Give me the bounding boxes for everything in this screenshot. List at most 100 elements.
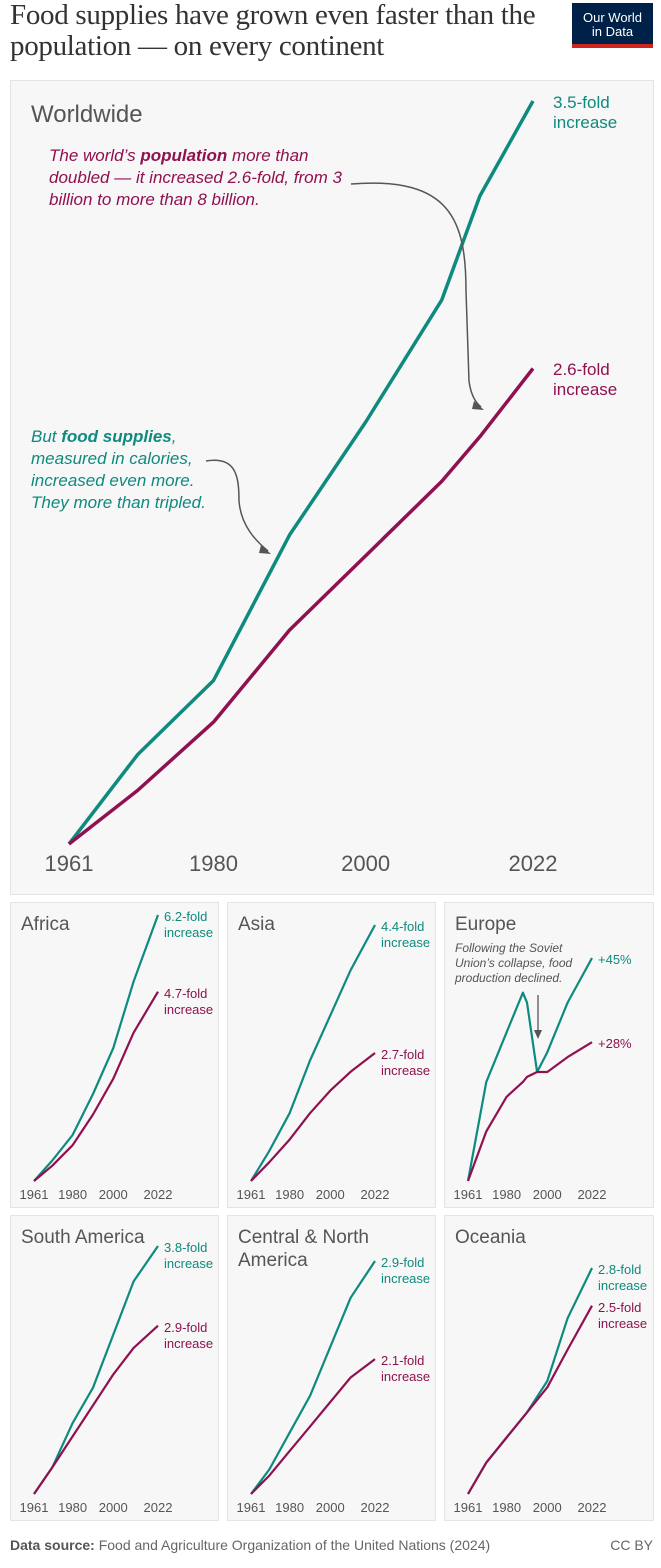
plot-area [33, 914, 160, 1182]
x-tick-label: 2022 [143, 1500, 173, 1515]
population-line [67, 367, 535, 846]
population-annotation-post: more than doubled — it increased 2.6-fol… [49, 146, 342, 209]
food-end-label: 2.8-fold increase [598, 1262, 648, 1293]
population-end-label: 2.1-fold increase [381, 1353, 431, 1385]
food-arrow-head [259, 545, 271, 554]
data-source: Data source: Food and Agriculture Organi… [10, 1537, 490, 1553]
x-tick-label: 2022 [360, 1500, 390, 1515]
x-tick-label: 1961 [453, 1187, 483, 1202]
x-tick-label: 1961 [453, 1500, 483, 1515]
population-end-label: 2.9-fold increase [164, 1319, 214, 1351]
food-annotation-bold: food supplies [61, 427, 172, 446]
x-tick-label: 2000 [98, 1187, 128, 1202]
x-tick-label: 2022 [508, 851, 558, 876]
x-tick-label: 2022 [360, 1187, 390, 1202]
plot-area [67, 100, 535, 846]
soviet-annotation: Following the Soviet Union’s collapse, f… [455, 941, 573, 985]
food-line [466, 957, 593, 1182]
food-end-label: 6.2-fold increase [164, 909, 214, 940]
panel-south-america: 3.8-fold increase 2.9-fold increase South … [10, 1215, 219, 1521]
food-line [33, 1245, 159, 1495]
population-end-label: 2.6-fold increase [553, 360, 618, 400]
owid-logo[interactable]: Our World in Data [572, 3, 653, 48]
logo-line1: Our World [583, 10, 642, 25]
x-tick-label: 2022 [577, 1500, 607, 1515]
food-line [67, 100, 535, 846]
food-end-label: 2.9-fold increase [381, 1255, 431, 1286]
chart-title: Food supplies have grown even faster tha… [10, 0, 536, 62]
population-end-label: 2.7-fold increase [381, 1047, 431, 1078]
population-arrow [350, 182, 482, 408]
x-tick-label: 1961 [236, 1500, 266, 1515]
population-line [466, 1041, 593, 1182]
x-tick-label: 1980 [189, 851, 238, 876]
population-end-label: 2.5-fold increase [598, 1299, 648, 1331]
x-tick-label: 1980 [275, 1187, 305, 1202]
logo-line2: in Data [591, 24, 634, 39]
panel-title: Worldwide [31, 101, 143, 128]
panel-oceania: 2.8-fold increase 2.5-fold increase Oceani… [444, 1215, 654, 1521]
food-end-label: 3.8-fold increase [164, 1240, 214, 1271]
food-end-label: +45% [598, 952, 632, 967]
population-annotation: The world’s population more than doubled… [49, 145, 349, 211]
population-end-label: +28% [598, 1036, 632, 1052]
panel-title: Africa [21, 914, 70, 935]
population-annotation-pre: The world’s [49, 146, 141, 165]
panel-title: Europe [455, 914, 517, 935]
panel-title: Asia [238, 914, 275, 935]
food-end-label: 3.5-fold increase [553, 93, 618, 132]
food-annotation-post: , measured in calories, increased even m… [31, 427, 206, 512]
soviet-arrow-head [534, 1030, 542, 1039]
x-tick-label: 1980 [492, 1500, 522, 1515]
panel-central-north-america: 2.9-fold increase 2.1-fold increase Centra… [227, 1215, 436, 1521]
x-tick-label: 1980 [492, 1187, 522, 1202]
panel-title: Central & North America [238, 1227, 369, 1271]
x-tick-label: 1961 [44, 851, 94, 876]
population-annotation-bold: population [140, 146, 228, 165]
population-line [467, 1305, 593, 1495]
food-line [467, 1267, 593, 1495]
food-arrow [205, 459, 269, 552]
x-tick-label: 2000 [341, 851, 391, 876]
population-line [33, 991, 159, 1182]
license: CC BY [610, 1537, 653, 1553]
food-end-label: 4.4-fold increase [381, 919, 431, 950]
x-tick-label: 1980 [275, 1500, 305, 1515]
population-line [250, 1052, 376, 1182]
x-tick-label: 1961 [19, 1500, 49, 1515]
x-tick-label: 1980 [58, 1187, 88, 1202]
population-arrow-head [472, 401, 484, 410]
x-tick-label: 2000 [532, 1500, 562, 1515]
data-source-label: Data source: [10, 1537, 95, 1553]
food-line [33, 914, 160, 1182]
x-tick-label: 2000 [532, 1187, 562, 1202]
food-line [250, 1260, 376, 1495]
plot-area [250, 1260, 376, 1495]
panel-title: South America [21, 1227, 145, 1248]
x-tick-label: 2022 [577, 1187, 607, 1202]
x-tick-label: 2000 [315, 1500, 345, 1515]
plot-area [467, 1267, 593, 1495]
population-line [250, 1358, 376, 1495]
data-source-text: Food and Agriculture Organization of the… [94, 1537, 491, 1553]
plot-area [33, 1245, 159, 1495]
food-annotation: But food supplies, measured in calories,… [31, 426, 231, 514]
food-line [250, 924, 376, 1182]
panel-worldwide: 3.5-fold increase 2.6-fold increase Worldw… [10, 80, 654, 895]
x-tick-label: 1961 [19, 1187, 49, 1202]
panel-europe: +45% +28% Europe 1961 1980 2000 2022 Following … [444, 902, 654, 1208]
x-tick-label: 1980 [58, 1500, 88, 1515]
plot-area [250, 924, 376, 1182]
plot-area [466, 957, 593, 1182]
panel-africa: 6.2-fold increase 4.7-fold increase Africa… [10, 902, 219, 1208]
food-annotation-pre: But [31, 427, 62, 446]
population-end-label: 4.7-fold increase [164, 985, 214, 1017]
x-tick-label: 2000 [98, 1500, 128, 1515]
x-tick-label: 2022 [143, 1187, 173, 1202]
population-line [33, 1324, 159, 1495]
x-tick-label: 1961 [236, 1187, 266, 1202]
x-tick-label: 2000 [315, 1187, 345, 1202]
panel-asia: 4.4-fold increase 2.7-fold increase Asia 19… [227, 902, 436, 1208]
panel-title: Oceania [455, 1227, 526, 1248]
